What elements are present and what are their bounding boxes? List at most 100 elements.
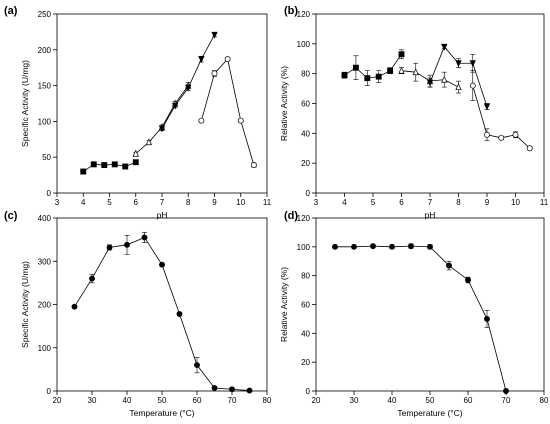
x-tick-label: 4 [81,198,86,207]
x-tick-label: 8 [456,198,461,207]
x-tick-label: 60 [193,396,202,405]
x-axis-label: Temperature (°C) [397,408,462,418]
x-tick-label: 6 [399,198,404,207]
data-point [441,75,448,83]
data-point [498,134,505,141]
data-point [455,60,462,68]
data-point [351,243,357,250]
data-point [389,243,395,250]
chart-panel-2: (b) 3 4 5 6 7 8 9 10 11 0 20 40 60 80 100 120 pH Relative … [279,5,549,220]
data-point [145,138,153,146]
y-tick-label: 100 [38,344,52,353]
data-point [122,163,129,170]
x-tick-label: 70 [228,396,237,405]
y-tick-label: 120 [297,214,311,223]
data-point [211,385,218,391]
data-point [132,159,139,166]
data-point [101,162,108,169]
data-point [141,234,148,241]
y-tick-label: 250 [38,10,52,19]
series-4 [198,56,257,169]
x-tick-label: 3 [55,198,60,207]
y-tick-label: 120 [297,10,311,19]
x-axis-label: Temperature (°C) [129,408,194,418]
x-tick-label: 11 [540,198,549,207]
y-axis-label: Relative Activity (%) [279,267,289,342]
data-point [224,56,231,63]
y-tick-label: 20 [301,358,310,367]
y-tick-label: 0 [47,189,52,198]
x-tick-label: 6 [134,198,139,207]
data-point [427,243,433,250]
series-line [335,245,507,392]
y-axis-label: Relative Activity (%) [279,66,289,141]
x-tick-label: 10 [511,198,520,207]
data-point [198,117,205,124]
y-tick-label: 100 [297,243,311,252]
series-1 [80,159,139,175]
plot-frame [315,13,545,194]
data-point [503,388,509,394]
chart-panel-4: (d)20 30 40 50 60 70 80020406080100120Temperat… [279,210,549,418]
y-tick-label: 80 [301,70,310,79]
series-1 [332,243,509,394]
data-point [526,145,533,152]
x-tick-label: 5 [107,198,112,207]
y-tick-label: 0 [306,189,311,198]
data-point [455,83,462,91]
series-2 [132,81,192,157]
x-tick-label: 9 [212,198,217,207]
data-point [124,241,130,248]
data-point [446,262,452,269]
series-line [135,85,189,154]
x-tick-label: 30 [88,396,97,405]
series-1 [71,231,253,394]
plot-frame [56,217,268,392]
data-point [80,168,87,175]
x-tick-label: 40 [388,396,397,405]
data-point [246,387,253,394]
chart-panel-3: (c) 20 30 40 50 60 70 80 0 100 200 300 400 Temperatur… [4,210,272,418]
series-line [200,58,255,166]
series-3 [426,43,491,111]
x-axis-label: pH [425,210,436,220]
x-tick-label: 3 [314,198,319,207]
x-tick-label: 20 [312,396,321,405]
x-tick-label: 7 [428,198,433,207]
data-point [364,75,371,82]
y-tick-label: 100 [297,40,311,49]
data-point [370,243,376,250]
data-point [484,131,490,138]
x-tick-label: 30 [350,396,359,405]
series-4 [469,70,533,152]
y-tick-label: 200 [38,301,52,310]
data-point [484,315,490,322]
x-axis-label: pH [157,210,168,220]
data-point [426,79,434,87]
y-tick-label: 80 [301,272,310,281]
data-point [158,125,166,133]
data-point [237,117,244,124]
y-tick-label: 0 [47,387,52,396]
y-tick-label: 300 [38,257,52,266]
series-1 [341,49,405,86]
data-point [132,149,139,157]
y-tick-label: 50 [42,153,51,162]
x-tick-label: 70 [502,396,511,405]
x-tick-label: 80 [263,396,272,405]
data-point [441,43,448,51]
x-tick-label: 9 [485,198,490,207]
y-tick-label: 60 [301,301,310,310]
panel-label: (c) [4,210,18,222]
data-point [398,66,405,74]
series-line [429,46,488,107]
series-line [74,236,250,391]
x-tick-label: 5 [371,198,376,207]
x-tick-label: 10 [236,198,245,207]
data-point [332,243,338,250]
data-point [469,82,476,89]
panel-label: (a) [4,5,18,17]
data-point [185,84,192,92]
x-tick-label: 11 [263,198,272,207]
x-tick-label: 60 [464,396,473,405]
